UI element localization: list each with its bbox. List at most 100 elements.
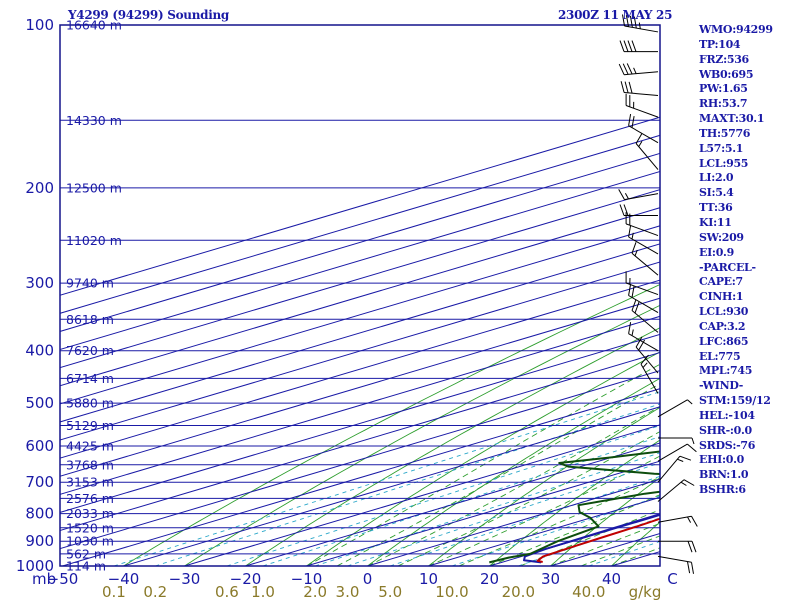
wind-barb-staff	[625, 282, 659, 296]
wind-barb	[657, 515, 698, 527]
wind-barb-half-flag	[631, 232, 634, 240]
isotherm	[60, 243, 660, 423]
wind-barb	[631, 242, 659, 276]
temperature-tick-label: 40	[602, 570, 621, 588]
isotherm	[60, 333, 660, 513]
isotherm	[60, 297, 660, 477]
wind-barb-flag	[628, 114, 632, 126]
wind-barb-staff	[624, 71, 659, 76]
wind-barb-flag	[640, 354, 649, 365]
isotherm	[306, 460, 660, 566]
pressure-label: 900	[25, 532, 54, 550]
moist-adiabat	[458, 476, 660, 566]
wind-barb-flag	[625, 15, 629, 27]
mixing-ratio-label: 2.0	[303, 583, 327, 600]
index-item: LCL:930	[699, 305, 749, 319]
wind-barb-flag	[635, 133, 643, 144]
wind-barb	[657, 479, 695, 502]
wind-barb-half-flag	[680, 481, 687, 486]
mixing-ratio-label: 10.0	[435, 583, 468, 600]
wind-barb-staff	[657, 399, 688, 418]
temperature-tick-label: C	[667, 570, 677, 588]
wind-barb-staff	[635, 346, 659, 374]
mixing-ratio-line	[390, 475, 660, 566]
wind-barb-flag	[629, 15, 633, 28]
index-item: KI:11	[699, 215, 732, 229]
height-label: 8618 m	[66, 312, 114, 327]
index-item: CAPE:7	[699, 275, 743, 289]
index-item: WMO:94299	[699, 23, 773, 36]
index-item: TT:36	[699, 201, 733, 215]
wind-barb-flag	[631, 285, 635, 298]
temperature-tick-label: 0	[363, 570, 373, 588]
index-item: EI:0.9	[699, 245, 734, 259]
height-label: 2576 m	[66, 491, 114, 506]
height-label: 6714 m	[66, 371, 114, 386]
index-item: RH:53.7	[699, 97, 748, 111]
mixing-ratio-label: 0.6	[215, 583, 239, 600]
index-item: MAXT:30.1	[699, 112, 765, 126]
pressure-label: 700	[25, 473, 54, 491]
wind-barb-flag	[627, 40, 633, 52]
pressure-unit-label: mb	[32, 570, 56, 588]
sounding-time: 2300Z 11 MAY 25	[558, 8, 673, 22]
parcel-trace	[523, 513, 660, 564]
wind-barb-flag	[683, 479, 695, 486]
index-item: -PARCEL-	[699, 260, 756, 274]
wind-barb	[657, 437, 695, 445]
mixing-ratio-line	[315, 452, 660, 566]
wind-barb	[625, 212, 659, 237]
wind-barb-half-flag	[642, 362, 648, 368]
index-item: BSHR:6	[699, 483, 746, 497]
wind-barb	[622, 14, 659, 33]
height-label: 14330 m	[66, 113, 122, 128]
height-label: 4425 m	[66, 438, 114, 453]
wind-barb-flag	[631, 299, 637, 311]
temperature-tick-label: −40	[108, 570, 140, 588]
isotherm	[245, 442, 660, 566]
wind-barb-half-flag	[677, 458, 684, 462]
isotherm	[60, 279, 660, 459]
wind-barb-staff	[657, 555, 692, 563]
index-item: EL:775	[699, 349, 741, 363]
index-item: TP:104	[699, 37, 741, 51]
index-item: CINH:1	[699, 290, 744, 304]
pressure-label: 400	[25, 342, 54, 360]
wind-barb	[635, 336, 659, 374]
isotherm	[60, 170, 660, 351]
isotherm	[184, 424, 660, 566]
wind-barb-flag	[691, 516, 698, 527]
wind-barb-flag	[633, 16, 637, 29]
wind-barb-half-flag	[687, 399, 693, 405]
index-item: SRDS:-76	[699, 438, 756, 452]
wind-barb-half-flag	[633, 67, 637, 74]
wind-barb-flag	[622, 63, 629, 75]
height-label: 7620 m	[66, 343, 114, 358]
wind-barb-staff	[631, 252, 659, 276]
index-item: SHR-:0.0	[699, 423, 752, 437]
pressure-label: 500	[25, 394, 54, 412]
wind-barb	[620, 81, 659, 97]
wind-barb-staff	[657, 515, 692, 523]
temperature-tick-label: −10	[291, 570, 323, 588]
pressure-label: 600	[25, 437, 54, 455]
station-title: Y4299 (94299) Sounding	[68, 8, 230, 22]
isotherm	[60, 134, 660, 314]
wind-barb-flag	[628, 225, 632, 238]
wind-barb-flag	[626, 63, 633, 75]
wind-barb-flag	[619, 204, 625, 216]
wind-barb-half-flag	[634, 249, 638, 257]
wind-barb-flag	[620, 81, 625, 93]
wind-barb	[619, 40, 659, 53]
wind-barb-flag	[631, 242, 637, 254]
wind-barb-flag	[679, 455, 692, 461]
wind-barb-flag	[687, 443, 697, 453]
wind-barb	[618, 63, 659, 76]
pressure-label: 300	[25, 274, 54, 292]
moist-adiabat	[336, 383, 660, 566]
wind-barb-staff	[628, 125, 659, 144]
height-label: 3153 m	[66, 475, 114, 490]
wind-barb	[635, 133, 659, 170]
plot-frame	[59, 24, 661, 567]
